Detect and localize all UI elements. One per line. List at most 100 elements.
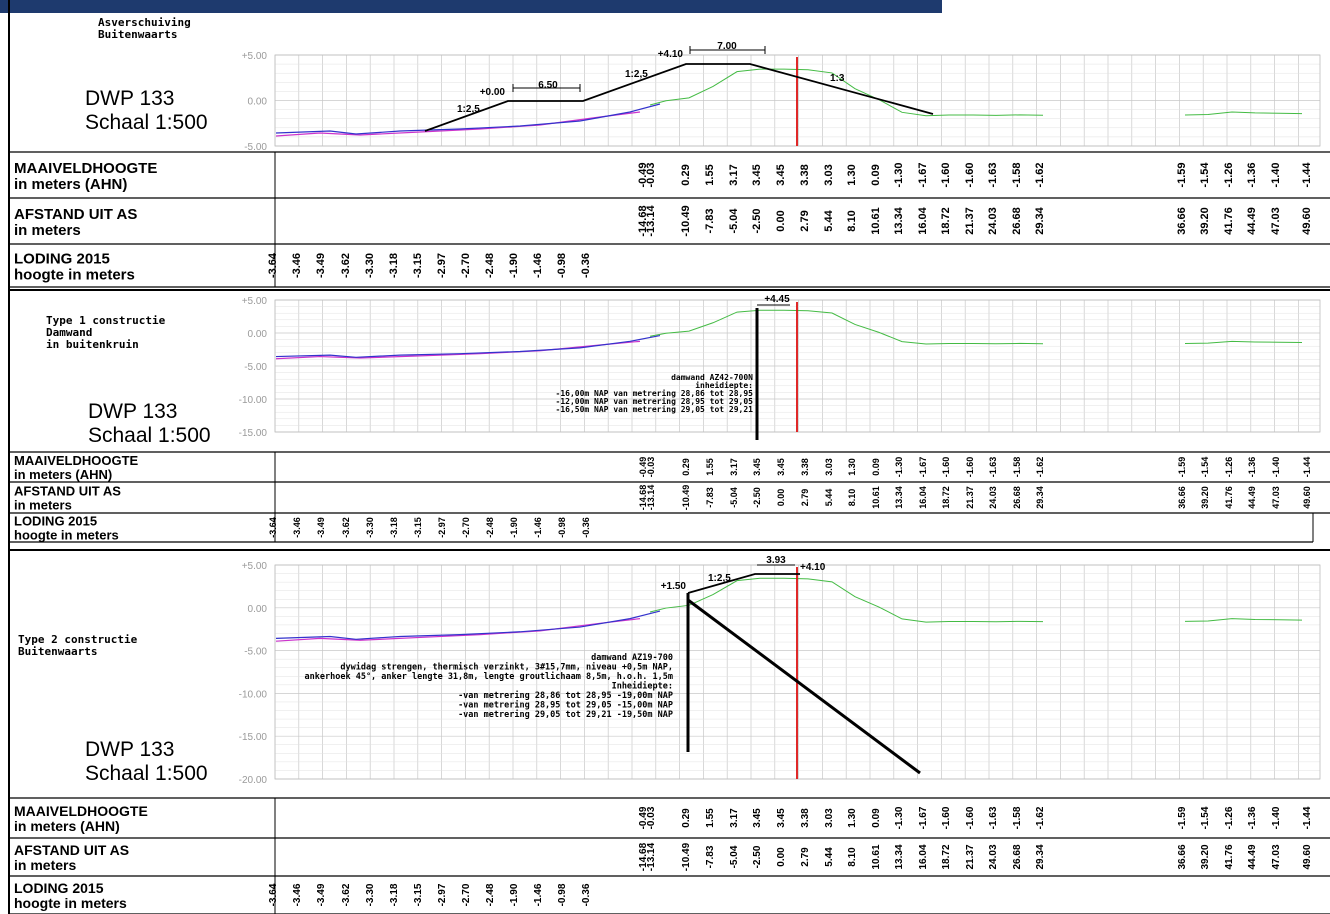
maaiveld-value: -1.62 — [1035, 806, 1046, 829]
y-tick-label: 0.00 — [248, 97, 268, 108]
title-banner — [0, 0, 942, 13]
loding-value: -1.46 — [533, 517, 543, 538]
maaiveld-value: -1.54 — [1199, 162, 1211, 188]
maaiveld-value: -1.44 — [1302, 806, 1313, 829]
loding-value: -3.30 — [365, 517, 375, 538]
maaiveld-value: -1.59 — [1177, 806, 1188, 829]
loding-value: -3.30 — [364, 253, 376, 278]
loding-value: -3.46 — [292, 517, 302, 538]
afstand-value: -10.49 — [681, 485, 691, 511]
loding-value: -0.36 — [580, 253, 592, 278]
scale-label: Schaal 1:500 — [85, 762, 208, 785]
afstand-value: -13.14 — [646, 842, 657, 871]
construction-note: Inheidiepte: — [612, 681, 673, 692]
panel-title-line: in buitenkruin — [46, 338, 139, 351]
maaiveld-value: -1.40 — [1270, 162, 1282, 187]
loding-value: -1.90 — [509, 517, 519, 538]
maaiveld-value: -1.59 — [1177, 457, 1187, 478]
construction-note: -16,50m NAP van metrering 29,05 tot 29,2… — [556, 404, 754, 414]
panel-p1: +5.00 0.00 -5.00 AsverschuivingBuitenwaarts… — [85, 16, 1321, 153]
afstand-value: 2.79 — [800, 489, 810, 507]
loding-value: -1.46 — [532, 253, 544, 278]
row-label: in meters (AHN) — [14, 818, 120, 834]
afstand-value: 21.37 — [965, 844, 976, 869]
maaiveld-value: -1.26 — [1224, 457, 1234, 478]
afstand-value: 49.60 — [1302, 844, 1313, 869]
panel-title-line: Buitenwaarts — [18, 645, 97, 658]
loding-value: -1.46 — [533, 883, 544, 906]
panel-title-line: Type 2 constructie — [18, 633, 138, 646]
afstand-value: 5.44 — [823, 209, 835, 231]
loding-value: -2.70 — [460, 253, 472, 278]
panel-title-line: Type 1 constructie — [46, 314, 166, 327]
afstand-value: 2.79 — [799, 210, 811, 231]
loding-value: -0.36 — [581, 517, 591, 538]
maaiveld-value: 0.09 — [871, 458, 881, 476]
y-tick-label: -5.00 — [244, 362, 267, 373]
maaiveld-value: -1.63 — [988, 806, 999, 829]
maaiveld-value: -1.59 — [1176, 162, 1188, 187]
terrain-line — [1184, 111, 1303, 116]
afstand-value: -7.83 — [705, 487, 715, 508]
y-tick-label: 0.00 — [248, 604, 268, 615]
afstand-value: 41.76 — [1224, 844, 1235, 869]
loding-value: -3.62 — [340, 253, 352, 278]
maaiveld-value: -0.03 — [646, 457, 656, 478]
afstand-value: -2.50 — [752, 487, 762, 508]
scale-label: Schaal 1:500 — [88, 424, 211, 447]
afstand-value: -7.83 — [704, 208, 716, 233]
panel-p2: +5.00 0.00 -5.00 -10.00 -15.00 Type 1 constru… — [46, 294, 1321, 447]
maaiveld-value: -1.30 — [894, 457, 904, 478]
loding-value: -2.70 — [461, 883, 472, 906]
loding-value: -2.70 — [461, 517, 471, 538]
afstand-value: 24.03 — [988, 844, 999, 869]
loding-value: -2.97 — [437, 883, 448, 906]
afstand-value: 13.34 — [894, 486, 904, 509]
scale-label: Schaal 1:500 — [85, 111, 208, 134]
maaiveld-value: -1.44 — [1301, 162, 1313, 188]
afstand-value: 10.61 — [870, 207, 882, 235]
afstand-value: 24.03 — [988, 486, 998, 509]
maaiveld-value: -0.49 — [638, 457, 648, 478]
afstand-value: -14.68 — [637, 205, 649, 236]
maaiveld-value: 1.30 — [847, 458, 857, 476]
afstand-value: -7.83 — [705, 845, 716, 868]
afstand-value: 8.10 — [847, 847, 858, 867]
afstand-value: 36.66 — [1177, 486, 1187, 509]
annotation-level: +4.10 — [800, 562, 826, 573]
afstand-value: 0.00 — [776, 847, 787, 867]
afstand-value: -13.14 — [645, 205, 657, 237]
loding-value: -3.15 — [413, 517, 423, 538]
maaiveld-value: -0.03 — [646, 806, 657, 829]
maaiveld-value: 3.45 — [752, 808, 763, 828]
afstand-value: 44.49 — [1247, 486, 1257, 509]
afstand-value: 21.37 — [965, 486, 975, 509]
loding-value: -2.48 — [485, 517, 495, 538]
afstand-value: -14.68 — [638, 842, 649, 871]
loding-value: -3.49 — [315, 253, 327, 278]
maaiveld-value: -1.40 — [1271, 457, 1281, 478]
afstand-value: 36.66 — [1176, 207, 1188, 235]
terrain-line — [649, 309, 1044, 345]
afstand-value: 18.72 — [940, 207, 952, 235]
loding-value: -1.90 — [509, 883, 520, 906]
maaiveld-value: 3.45 — [751, 164, 763, 185]
row-label: LODING 2015 — [14, 251, 110, 268]
loding-value: -3.64 — [267, 252, 279, 278]
afstand-value: 21.37 — [964, 207, 976, 235]
afstand-value: 47.03 — [1271, 844, 1282, 869]
construction-note: -van metrering 28,86 tot 28,95 -19,00m N… — [458, 690, 673, 701]
construction-note: -van metrering 28,95 tot 29,05 -15,00m N… — [458, 700, 673, 711]
afstand-value: 39.20 — [1199, 207, 1211, 235]
construction-note: -van metrering 29,05 tot 29,21 -19,50m N… — [458, 709, 673, 720]
afstand-value: 49.60 — [1302, 486, 1312, 509]
panel-title-line: Buitenwaarts — [98, 28, 177, 41]
afstand-value: 49.60 — [1301, 207, 1313, 235]
afstand-value: 8.10 — [846, 210, 858, 231]
maaiveld-value: 0.29 — [681, 458, 691, 476]
afstand-value: 8.10 — [847, 489, 857, 507]
maaiveld-value: -1.67 — [918, 457, 928, 478]
